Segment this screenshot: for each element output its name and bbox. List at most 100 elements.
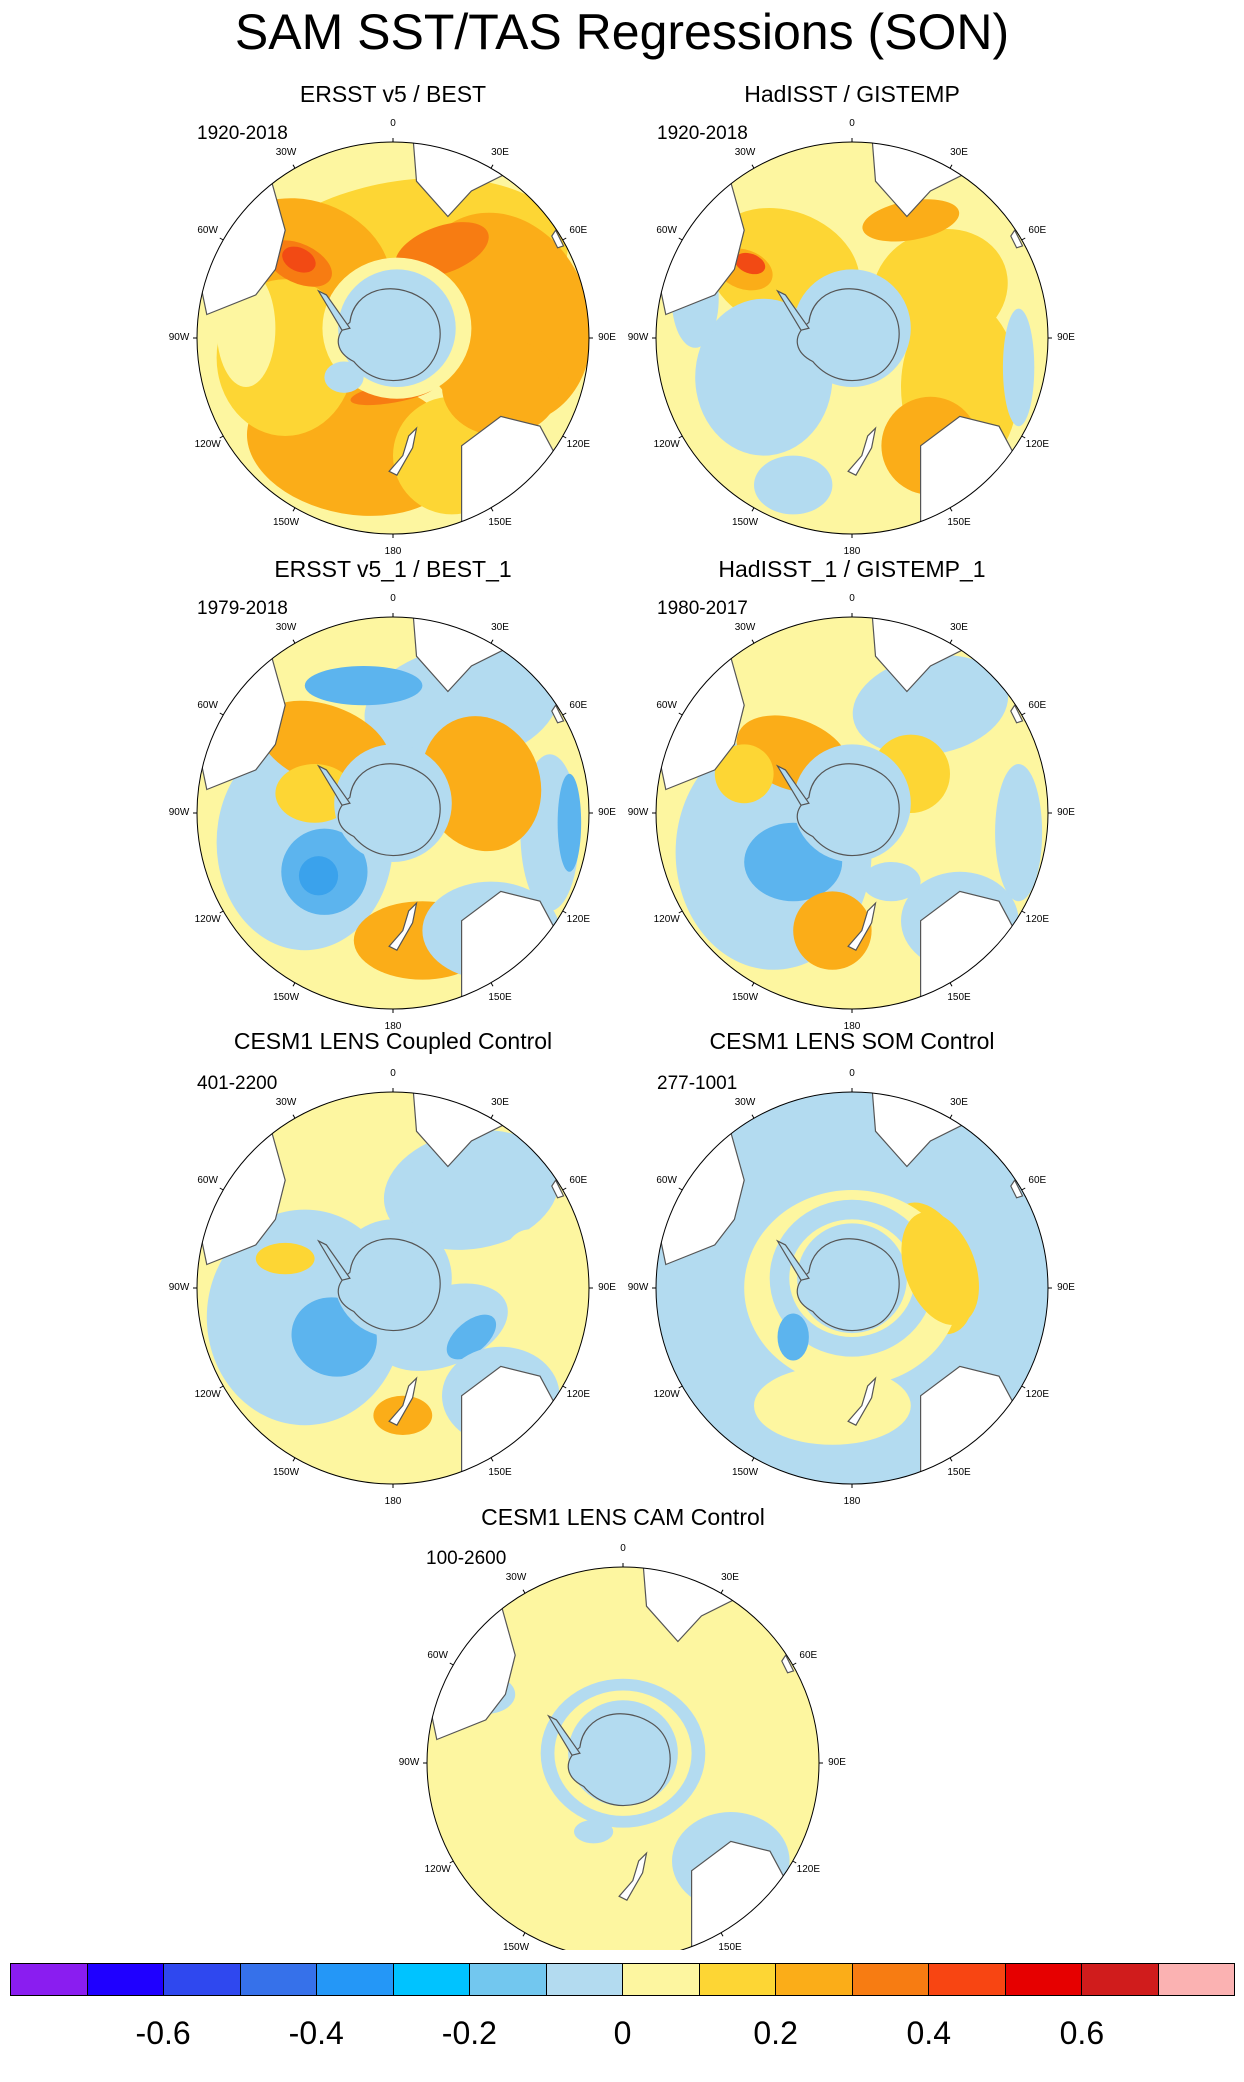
panel-period: 1920-2018 [197,123,288,144]
longitude-label: 120W [653,914,680,925]
longitude-label: 180 [843,1496,861,1507]
lon-tick [1021,1385,1026,1389]
colorbar-swatch [393,1964,470,1995]
lon-tick [949,1114,953,1119]
anomaly-region [442,338,560,436]
landmass-antarctica [337,1238,441,1332]
anomaly-region [995,764,1043,902]
panel-title: HadISST / GISTEMP [744,81,960,107]
panel-period: 277-1001 [657,1073,738,1094]
colorbar-tick-label: 0.6 [1059,2015,1105,2051]
longitude-label: 150E [947,517,971,529]
longitude-label: 60E [1028,225,1047,236]
colorbar-swatch [470,1964,547,1995]
landmass-antarctica [796,288,900,382]
longitude-label: 120E [566,1389,591,1400]
longitude-label: 60E [569,700,588,711]
longitude-label: 120E [1025,914,1050,925]
polar-map-2 [656,142,1048,534]
lon-tick [490,164,494,169]
lon-tick [751,164,755,169]
longitude-label: 120W [653,439,680,450]
longitude-label: 60E [1028,700,1047,711]
lon-tick [562,910,567,914]
landmass-peninsula [546,1714,581,1756]
anomaly-region [446,1314,497,1360]
landmass-madagascar [781,1654,795,1674]
longitude-label: 30E [950,621,968,633]
longitude-label: 90W [168,1282,190,1293]
longitude-label: 150W [731,992,759,1004]
longitude-label: 90E [598,332,616,343]
anomaly-region [714,744,774,804]
maps-canvas [193,138,1052,1950]
longitude-label: 60W [197,700,218,711]
lon-tick [792,1662,797,1666]
longitude-label: 30E [491,1096,509,1108]
landmass-peninsula [775,289,810,331]
colorbar-tick-label: 0 [613,2015,632,2051]
longitude-label: 180 [384,1021,402,1032]
lon-tick [751,507,755,512]
lon-tick [522,1932,526,1937]
longitude-label: 180 [384,1496,402,1507]
lon-tick [292,982,296,987]
longitude-label: 60W [197,225,218,236]
longitude-label: 30W [734,1096,756,1108]
longitude-label: 30E [721,1571,739,1583]
longitude-label: 150W [731,517,759,529]
panel-title: ERSST v5_1 / BEST_1 [274,556,512,582]
landmass-madagascar [1010,1179,1024,1199]
longitude-label: 150W [272,992,300,1004]
lon-tick [292,1457,296,1462]
anomaly-region [1002,308,1035,427]
anomaly-region [324,361,364,393]
longitude-label: 30W [275,1096,297,1108]
longitude-label: 150E [488,1467,512,1479]
lon-tick [751,1457,755,1462]
lon-tick [490,1457,494,1462]
longitude-label: 120W [194,1389,221,1400]
longitude-label: 120W [194,914,221,925]
colorbar-tick-label: -0.2 [441,2015,497,2051]
lon-tick [678,1385,683,1389]
lon-tick [720,1589,724,1594]
landmass-madagascar [551,229,565,249]
lon-tick [949,982,953,987]
longitude-label: 120E [566,914,591,925]
longitude-label: 30E [950,1096,968,1108]
lon-tick [490,982,494,987]
lon-tick [292,164,296,169]
colorbar [10,1963,1235,1996]
lon-tick [292,1114,296,1119]
anomaly-region [500,1229,560,1308]
longitude-label: 60W [656,225,677,236]
colorbar-swatch [546,1964,623,1995]
panel-title: CESM1 LENS CAM Control [481,1504,765,1530]
longitude-label: 0 [849,1068,855,1079]
lon-tick [292,639,296,644]
colorbar-swatch [11,1964,88,1995]
anomaly-region [255,1242,315,1275]
lon-tick [490,507,494,512]
longitude-label: 60W [427,1650,448,1661]
anomaly-region [777,1313,809,1361]
longitude-label: 150E [488,992,512,1004]
anomaly-region [557,773,582,872]
colorbar-swatch [1082,1964,1159,1995]
longitude-label: 60W [656,1175,677,1186]
longitude-label: 0 [390,1068,396,1079]
landmass-peninsula [775,764,810,806]
lon-tick [490,639,494,644]
landmass-newZealand [847,1376,877,1426]
anomaly-region [282,246,316,273]
lon-tick [219,1385,224,1389]
landmass-newZealand [618,1851,648,1901]
colorbar-swatch [623,1964,700,1995]
colorbar-tick-label: -0.6 [135,2015,191,2051]
colorbar-swatch [929,1964,1006,1995]
landmass-peninsula [316,764,351,806]
panel-period: 1920-2018 [657,123,748,144]
longitude-label: 150E [947,992,971,1004]
longitude-label: 120E [796,1864,821,1875]
